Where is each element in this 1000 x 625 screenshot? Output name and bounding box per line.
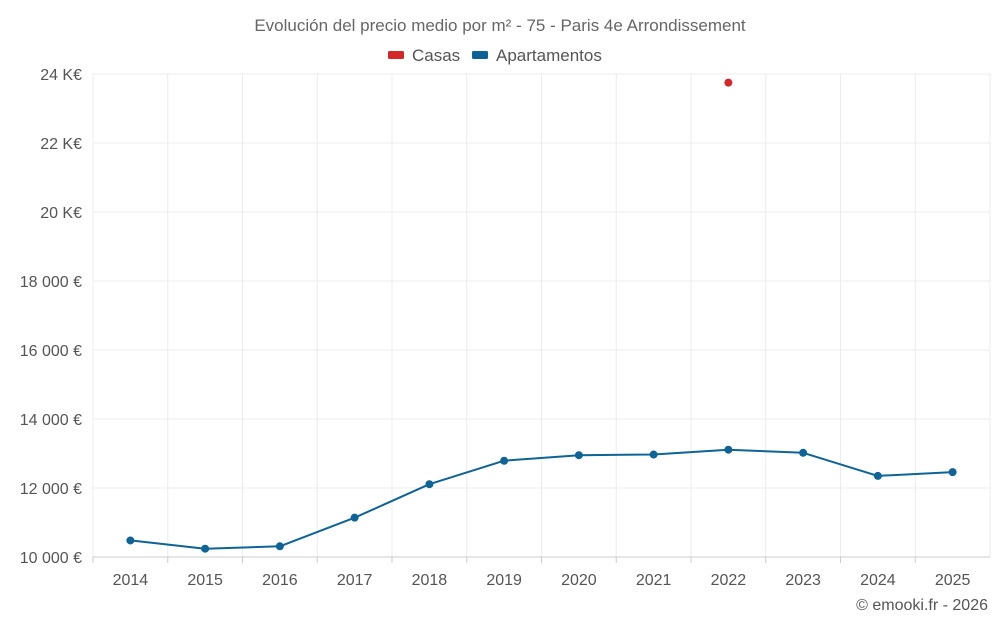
chart-title: Evolución del precio medio por m² - 75 -… [254,16,746,35]
y-tick-label: 12 000 € [20,481,82,498]
y-tick-label: 14 000 € [20,412,82,429]
series-line-apartamentos [130,448,953,550]
x-tick-label: 2023 [785,572,821,589]
data-point-apartamentos-2019[interactable] [500,456,509,465]
grid [92,73,991,558]
y-tick-label: 24 K€ [40,67,82,84]
legend-swatch-apartamentos [472,51,488,59]
x-tick-label: 2016 [262,572,298,589]
data-point-apartamentos-2024[interactable] [873,471,882,480]
y-tick-label: 10 000 € [20,550,82,567]
y-tick-label: 16 000 € [20,343,82,360]
x-tick-label: 2018 [412,572,448,589]
x-tick-label: 2022 [711,572,747,589]
data-point-apartamentos-2021[interactable] [649,450,658,459]
x-axis: 2014 2015 2016 2017 2018 2019 2020 2021 2022 2023… [92,556,990,589]
data-point-casas-2022[interactable] [724,78,733,87]
legend-item-casas[interactable]: Casas [388,46,460,65]
y-axis: 10 000 € 12 000 € 14 000 € 16 000 € 18 000 €… [20,67,82,567]
x-tick-label: 2024 [860,572,896,589]
series-layer [126,78,957,553]
data-point-apartamentos-2023[interactable] [799,448,808,457]
legend-swatch-casas [388,51,404,59]
x-tick-label: 2019 [486,572,522,589]
x-tick-label: 2015 [187,572,223,589]
data-point-apartamentos-2018[interactable] [425,480,434,489]
x-tick-label: 2014 [113,572,149,589]
data-point-apartamentos-2016[interactable] [275,542,284,551]
data-point-apartamentos-2017[interactable] [350,513,359,522]
x-tick-label: 2017 [337,572,373,589]
x-tick-label: 2025 [935,572,971,589]
data-point-apartamentos-2025[interactable] [948,468,957,477]
legend: Casas Apartamentos [388,46,602,65]
y-tick-label: 18 000 € [20,274,82,291]
data-point-apartamentos-2014[interactable] [126,536,135,545]
y-tick-label: 22 K€ [40,136,82,153]
data-point-apartamentos-2015[interactable] [201,544,210,553]
credit-text: © emooki.fr - 2026 [856,597,988,614]
data-point-apartamentos-2020[interactable] [574,451,583,460]
data-point-apartamentos-2022[interactable] [724,445,733,454]
x-tick-label: 2021 [636,572,672,589]
legend-label-apartamentos: Apartamentos [496,46,602,65]
y-tick-label: 20 K€ [40,205,82,222]
x-tick-label: 2020 [561,572,597,589]
legend-item-apartamentos[interactable]: Apartamentos [472,46,602,65]
legend-label-casas: Casas [412,46,460,65]
